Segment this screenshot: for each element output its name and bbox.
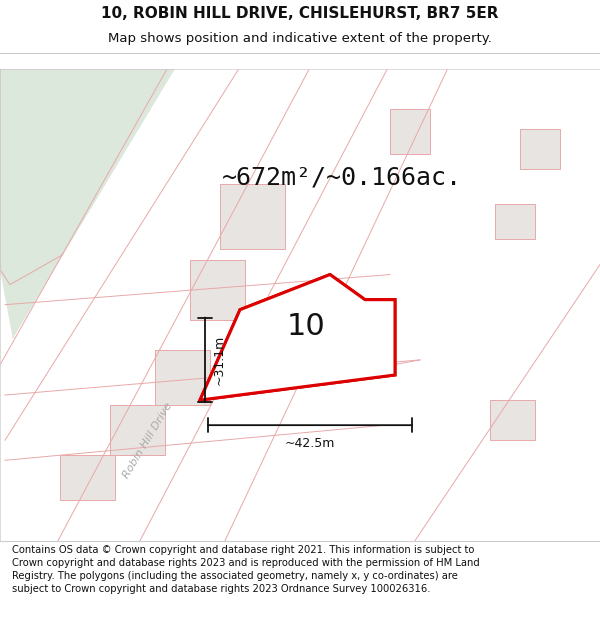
Text: 10, ROBIN HILL DRIVE, CHISLEHURST, BR7 5ER: 10, ROBIN HILL DRIVE, CHISLEHURST, BR7 5… [101, 6, 499, 21]
Polygon shape [490, 400, 535, 440]
Polygon shape [60, 455, 115, 501]
Text: ~42.5m: ~42.5m [285, 438, 335, 450]
Text: Contains OS data © Crown copyright and database right 2021. This information is : Contains OS data © Crown copyright and d… [12, 545, 480, 594]
Polygon shape [390, 109, 430, 154]
Polygon shape [190, 259, 245, 320]
Polygon shape [200, 274, 395, 400]
Text: ~672m²/~0.166ac.: ~672m²/~0.166ac. [222, 165, 462, 189]
Polygon shape [220, 184, 285, 249]
Text: ~31.1m: ~31.1m [213, 335, 226, 385]
Polygon shape [0, 69, 390, 284]
Polygon shape [200, 274, 395, 400]
Polygon shape [490, 69, 600, 149]
Polygon shape [520, 129, 560, 169]
Polygon shape [495, 204, 535, 239]
Polygon shape [110, 405, 165, 455]
Text: Map shows position and indicative extent of the property.: Map shows position and indicative extent… [108, 32, 492, 45]
Text: Robin Hill Drive: Robin Hill Drive [121, 401, 175, 480]
Polygon shape [0, 69, 380, 340]
Polygon shape [0, 69, 600, 541]
Polygon shape [155, 350, 210, 405]
Text: 10: 10 [286, 312, 325, 341]
